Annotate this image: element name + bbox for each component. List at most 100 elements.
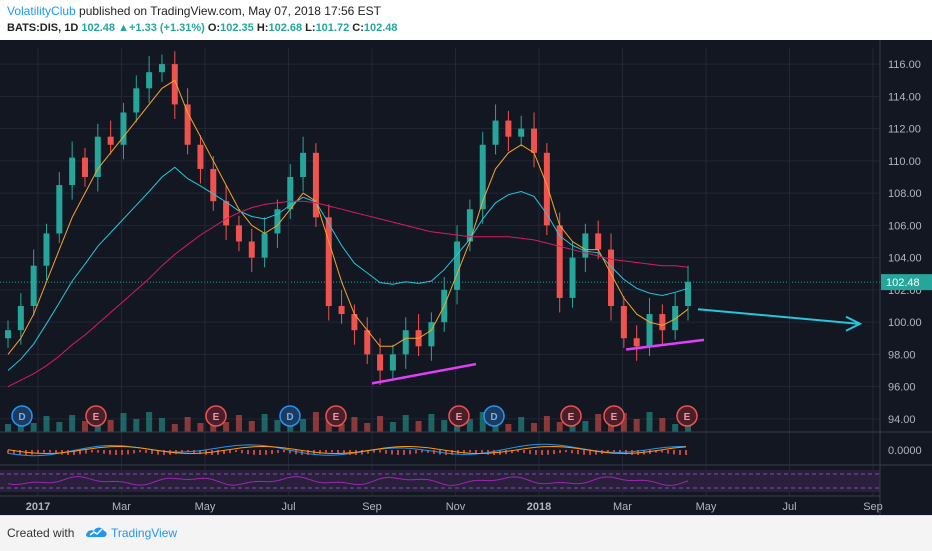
tradingview-link[interactable]: TradingView [111, 526, 178, 540]
volume-bar [69, 415, 76, 432]
symbol-label[interactable]: BATS:DIS, 1D [7, 22, 79, 34]
candles [5, 51, 691, 386]
histogram-bar [343, 450, 345, 455]
histogram-bar [559, 450, 561, 454]
histogram-bar [283, 450, 285, 453]
candle [466, 209, 473, 242]
oscillator-panes [0, 431, 932, 492]
moving-average-mid [7, 166, 689, 371]
price-tick-label: 98.00 [888, 349, 916, 361]
moving-average-slow [7, 200, 689, 388]
candle [107, 136, 114, 145]
candle [5, 330, 11, 339]
time-tick-label: Jul [782, 501, 796, 513]
volume-bar [223, 422, 230, 432]
histogram-bar [109, 450, 111, 455]
volume-bar [235, 415, 242, 432]
volume-bar [672, 424, 679, 432]
histogram-bar [511, 450, 513, 454]
price-tick-label: 106.00 [888, 220, 922, 232]
candle [43, 233, 50, 266]
histogram-bar [373, 450, 375, 453]
candle [518, 128, 525, 137]
candle [492, 120, 499, 145]
low-value: 101.72 [315, 22, 350, 34]
candle [556, 225, 563, 298]
volume-bar [146, 412, 153, 432]
histogram-bar [583, 450, 585, 455]
histogram-bar [139, 450, 141, 453]
price-chart[interactable]: D E E D E E D E E E 116.00 114.00 112.00 110.00 108.0… [0, 40, 932, 515]
histogram-bar [325, 450, 327, 453]
annotations [371, 308, 863, 385]
price-tick-label: 104.00 [888, 253, 922, 265]
volume-bars [5, 412, 691, 432]
price-tick-label: 110.00 [888, 156, 921, 168]
histogram-bar [223, 450, 225, 455]
author-link[interactable]: VolatilityClub [7, 4, 76, 18]
high-value: 102.68 [268, 22, 303, 34]
chart-area[interactable]: D E E D E E D E E E 116.00 114.00 112.00 110.00 108.0… [0, 40, 932, 515]
price-tick-label: 114.00 [888, 91, 921, 103]
high-label: H: [256, 22, 269, 34]
projection-arrow-head [845, 315, 863, 332]
histogram-bar [619, 450, 621, 454]
time-tick-label: May [696, 501, 717, 513]
tradingview-logo-icon [86, 527, 107, 537]
candle [184, 104, 191, 145]
volume-bar [364, 423, 371, 432]
volume-bar [556, 422, 563, 432]
price-tick-label: 108.00 [888, 188, 922, 200]
last-price-badge-label: 102.48 [886, 277, 920, 289]
candle [120, 112, 127, 145]
histogram-bar [613, 450, 615, 453]
earnings-marker [676, 405, 698, 427]
candle [479, 144, 486, 210]
time-tick-label: Mar [112, 501, 131, 513]
time-axis[interactable]: 2017 Mar May Jul Sep Nov 2018 Mar May Jul Sep [0, 495, 883, 513]
candle [428, 322, 435, 347]
histogram-bar [235, 450, 237, 453]
price-axis[interactable]: 116.00 114.00 112.00 110.00 108.00 106.00 104.… [879, 40, 932, 515]
histogram-bar [517, 450, 519, 453]
dividend-marker [483, 405, 505, 427]
histogram-bar [463, 450, 465, 454]
candle [235, 225, 242, 242]
time-tick-label: 2017 [26, 501, 50, 513]
price-tick-label: 94.00 [888, 414, 916, 426]
histogram-bar [523, 450, 525, 454]
histogram-bar [307, 450, 309, 455]
histogram-bar [667, 450, 669, 454]
volume-bar [428, 414, 435, 432]
time-tick-label: Sep [362, 501, 382, 513]
candle [287, 177, 294, 210]
candle [454, 241, 461, 290]
volume-bar [531, 423, 538, 432]
histogram-bar [259, 450, 261, 455]
candle [685, 281, 691, 306]
histogram-bar [331, 450, 333, 453]
open-label: O: [207, 22, 221, 34]
histogram-bar [571, 450, 573, 454]
volume-bar [325, 418, 332, 432]
candle [633, 338, 640, 347]
histogram-bar [541, 450, 543, 455]
trendline-support-1 [371, 362, 477, 385]
histogram-bar [49, 450, 51, 453]
histogram-bar [337, 450, 339, 454]
histogram-bar [289, 450, 291, 454]
candle [312, 152, 319, 218]
histogram-bar [277, 450, 279, 453]
candle [364, 330, 371, 355]
histogram-bar [565, 450, 567, 453]
histogram-bar [253, 450, 255, 455]
time-tick-label: Nov [446, 501, 466, 513]
volume-bar [415, 421, 422, 432]
volume-bar [300, 419, 307, 432]
publish-text: published on TradingView.com, May 07, 20… [75, 4, 382, 18]
histogram-bar [547, 450, 549, 455]
close-label: C: [352, 22, 364, 34]
time-tick-label: 2018 [527, 501, 551, 513]
earnings-marker-label: E [456, 412, 463, 423]
histogram-bar [427, 450, 429, 453]
